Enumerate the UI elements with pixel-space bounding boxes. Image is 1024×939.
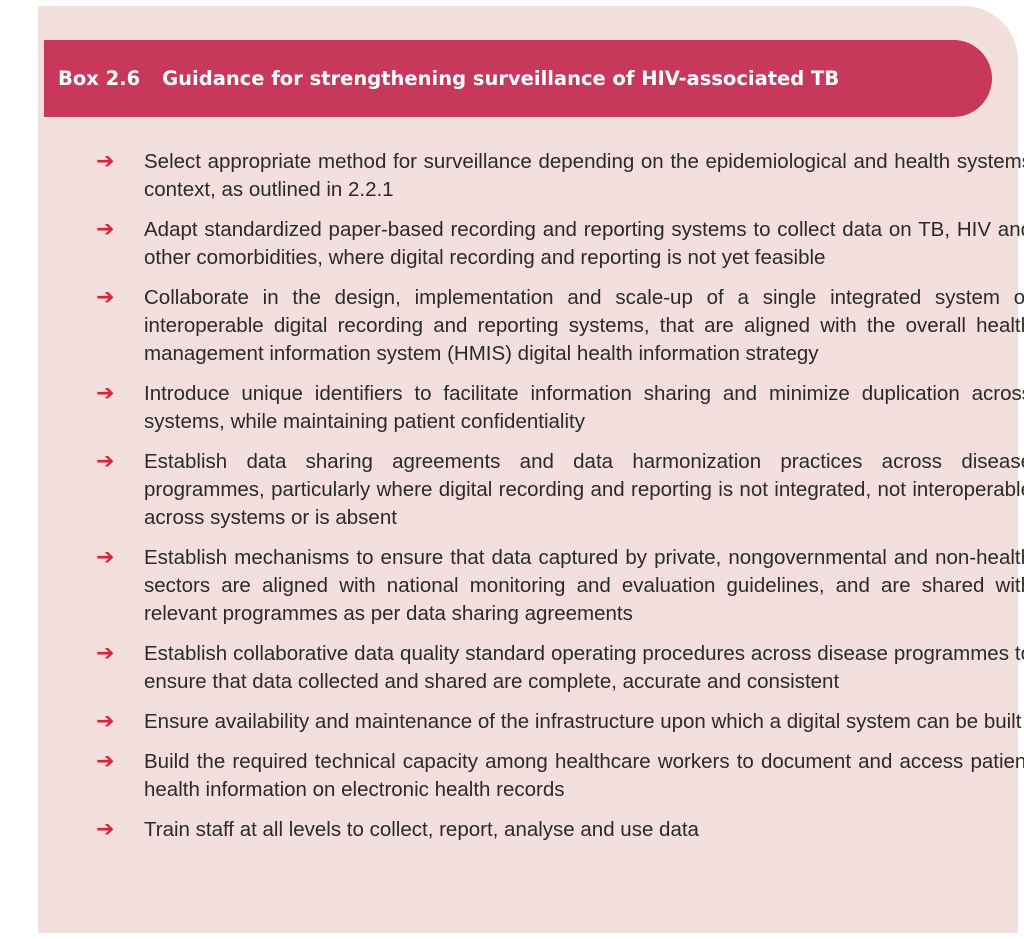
- box-number: Box 2.6: [58, 67, 141, 90]
- guidance-list: ➔ Select appropriate method for surveilla…: [96, 148, 1024, 856]
- arrow-right-icon: ➔: [96, 545, 115, 570]
- arrow-right-icon: ➔: [96, 709, 115, 734]
- list-item: ➔ Establish data sharing agreements and d…: [96, 448, 1024, 532]
- list-item-text: Build the required technical capacity am…: [144, 750, 1024, 801]
- arrow-right-icon: ➔: [96, 149, 115, 174]
- arrow-right-icon: ➔: [96, 641, 115, 666]
- arrow-right-icon: ➔: [96, 285, 115, 310]
- box-title: Guidance for strengthening surveillance …: [162, 67, 840, 90]
- arrow-right-icon: ➔: [96, 449, 115, 474]
- list-item: ➔ Establish collaborative data quality st…: [96, 640, 1024, 696]
- list-item-text: Establish data sharing agreements and da…: [144, 450, 1024, 529]
- list-item: ➔ Collaborate in the design, implementati…: [96, 284, 1024, 368]
- list-item: ➔ Establish mechanisms to ensure that dat…: [96, 544, 1024, 628]
- list-item: ➔ Introduce unique identifiers to facilit…: [96, 380, 1024, 436]
- list-item-text: Select appropriate method for surveillan…: [144, 150, 1024, 201]
- guidance-box: Box 2.6 Guidance for strengthening surve…: [38, 6, 1024, 933]
- list-item-text: Introduce unique identifiers to facilita…: [144, 382, 1024, 433]
- list-item: ➔ Adapt standardized paper-based recordin…: [96, 216, 1024, 272]
- list-item-text: Establish mechanisms to ensure that data…: [144, 546, 1024, 625]
- list-item: ➔ Build the required technical capacity a…: [96, 748, 1024, 804]
- box-header: Box 2.6 Guidance for strengthening surve…: [44, 40, 992, 117]
- arrow-right-icon: ➔: [96, 749, 115, 774]
- list-item-text: Establish collaborative data quality sta…: [144, 642, 1024, 693]
- list-item-text: Train staff at all levels to collect, re…: [144, 818, 699, 841]
- arrow-right-icon: ➔: [96, 217, 115, 242]
- list-item-text: Collaborate in the design, implementatio…: [144, 286, 1024, 365]
- list-item: ➔ Train staff at all levels to collect, r…: [96, 816, 1024, 844]
- list-item-text: Ensure availability and maintenance of t…: [144, 710, 1022, 733]
- list-item: ➔ Ensure availability and maintenance of …: [96, 708, 1024, 736]
- arrow-right-icon: ➔: [96, 817, 115, 842]
- list-item: ➔ Select appropriate method for surveilla…: [96, 148, 1024, 204]
- arrow-right-icon: ➔: [96, 381, 115, 406]
- list-item-text: Adapt standardized paper-based recording…: [144, 218, 1024, 269]
